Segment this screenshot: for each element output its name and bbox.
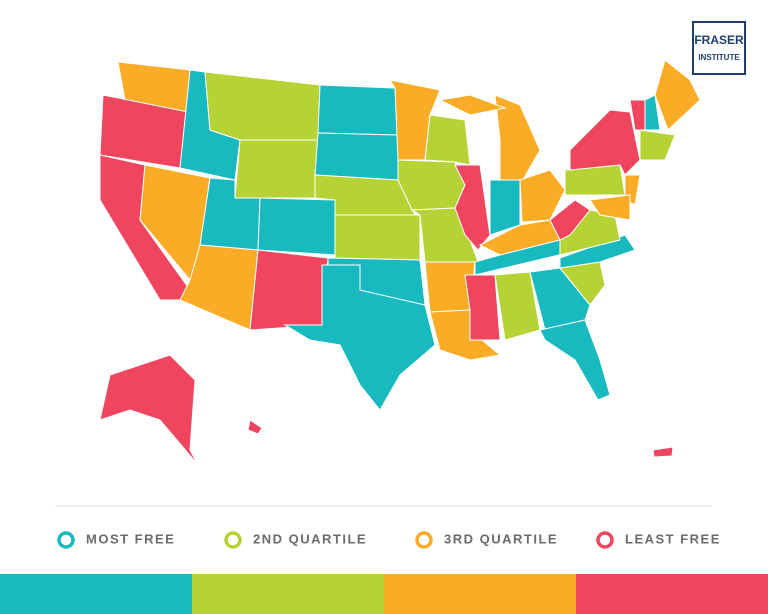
legend-marker — [224, 531, 242, 549]
footer-segment — [192, 574, 384, 614]
territory — [652, 446, 674, 458]
legend-marker — [57, 531, 75, 549]
state — [204, 71, 321, 141]
footer-bar — [0, 574, 768, 614]
state — [589, 194, 631, 221]
logo-line1: FRASER — [694, 33, 744, 47]
state — [639, 129, 676, 161]
state — [179, 244, 259, 331]
legend-label: 3RD QUARTILE — [444, 531, 558, 546]
state — [654, 59, 701, 131]
state — [549, 199, 591, 241]
legend-label: MOST FREE — [86, 531, 175, 546]
logo-box — [692, 21, 746, 75]
state — [283, 264, 436, 411]
legend-marker — [596, 531, 614, 549]
state — [314, 132, 399, 181]
state — [234, 139, 319, 199]
state — [424, 114, 471, 166]
state — [438, 94, 507, 116]
legend-label: 2ND QUARTILE — [253, 531, 367, 546]
state — [529, 267, 591, 331]
footer-segment — [384, 574, 576, 614]
state — [454, 164, 491, 251]
state — [257, 197, 336, 256]
logo-line2: INSTITUTE — [698, 53, 740, 62]
legend: MOST FREE 2ND QUARTILE 3RD QUARTILE LEAST F… — [57, 531, 721, 549]
state — [317, 84, 399, 136]
state — [519, 169, 566, 223]
state — [334, 214, 421, 261]
state — [644, 94, 661, 131]
legend-marker — [415, 531, 433, 549]
state — [569, 109, 641, 176]
state — [247, 419, 263, 435]
legend-label: LEAST FREE — [625, 531, 721, 546]
state — [539, 319, 611, 401]
state — [397, 159, 466, 211]
state — [464, 274, 501, 341]
footer-segment — [0, 574, 192, 614]
us-map — [99, 59, 701, 466]
footer-segment — [576, 574, 768, 614]
state — [249, 249, 329, 331]
state — [99, 354, 199, 466]
